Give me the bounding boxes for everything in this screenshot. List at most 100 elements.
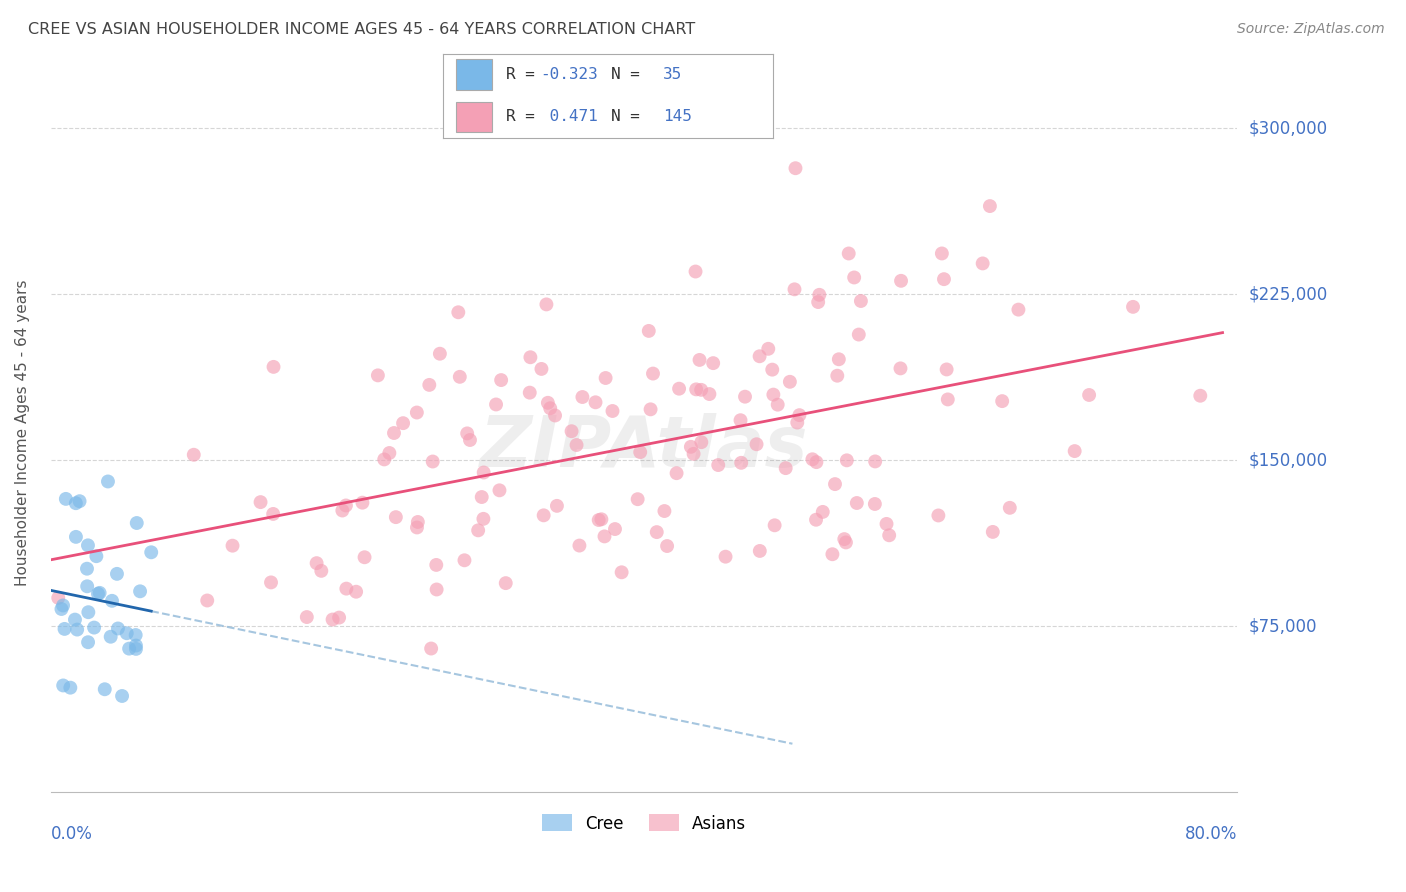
Point [936, 392, 959, 407]
Point [52, 599, 75, 613]
Point [690, 383, 713, 397]
Point [981, 524, 1004, 539]
Point [762, 387, 785, 401]
Point [87, 587, 110, 601]
Point [603, 522, 626, 536]
Legend: Cree, Asians: Cree, Asians [536, 807, 754, 839]
Point [495, 576, 517, 591]
Point [665, 466, 688, 480]
Point [69, 494, 91, 508]
Point [734, 390, 756, 404]
Point [838, 246, 860, 260]
Point [453, 553, 475, 567]
Point [931, 246, 953, 260]
Point [889, 361, 911, 376]
Point [125, 628, 148, 642]
Point [756, 342, 779, 356]
Point [97, 475, 120, 489]
Point [111, 689, 134, 703]
Point [367, 368, 389, 383]
Point [640, 402, 662, 417]
Point [77, 635, 100, 649]
Point [63, 613, 86, 627]
Point [352, 496, 374, 510]
Point [472, 466, 495, 480]
Point [322, 613, 344, 627]
Point [221, 539, 243, 553]
Point [488, 483, 510, 498]
Point [998, 500, 1021, 515]
Point [972, 256, 994, 270]
Point [86, 549, 108, 564]
Point [93, 682, 115, 697]
Point [129, 584, 152, 599]
Text: 80.0%: 80.0% [1185, 825, 1237, 843]
Point [344, 584, 367, 599]
Point [76, 579, 98, 593]
Point [83, 621, 105, 635]
Point [115, 626, 138, 640]
Point [702, 356, 724, 370]
Point [655, 539, 678, 553]
Point [935, 362, 957, 376]
Point [877, 528, 900, 542]
Text: 35: 35 [662, 67, 682, 82]
Point [330, 503, 353, 517]
Point [429, 347, 451, 361]
Point [588, 513, 610, 527]
Point [382, 425, 405, 440]
Text: 0.471: 0.471 [540, 109, 598, 124]
Point [801, 452, 824, 467]
Point [425, 558, 447, 572]
Point [472, 512, 495, 526]
Point [406, 520, 429, 534]
Point [848, 327, 870, 342]
Point [405, 405, 427, 419]
Point [118, 641, 141, 656]
Text: $75,000: $75,000 [1249, 617, 1317, 635]
Point [1078, 388, 1101, 402]
Point [979, 199, 1001, 213]
Point [485, 397, 508, 411]
Point [775, 461, 797, 475]
Point [385, 510, 408, 524]
Point [561, 424, 583, 438]
Point [821, 547, 844, 561]
Point [458, 433, 481, 447]
FancyBboxPatch shape [456, 60, 492, 90]
Point [568, 539, 591, 553]
Y-axis label: Householder Income Ages 45 - 64 years: Householder Income Ages 45 - 64 years [15, 279, 30, 586]
Point [295, 610, 318, 624]
Point [811, 505, 834, 519]
Point [489, 373, 512, 387]
Point [530, 362, 553, 376]
Point [141, 545, 163, 559]
Point [544, 409, 567, 423]
Point [571, 390, 593, 404]
Point [456, 426, 478, 441]
Point [125, 639, 148, 653]
Text: ZIPAtlas: ZIPAtlas [479, 413, 808, 482]
Text: N =: N = [612, 67, 650, 82]
Point [51, 602, 73, 616]
Point [565, 438, 588, 452]
Text: 0.0%: 0.0% [51, 825, 93, 843]
Point [685, 383, 707, 397]
Point [392, 416, 415, 430]
Point [107, 622, 129, 636]
Text: $225,000: $225,000 [1249, 285, 1327, 303]
Point [467, 524, 489, 538]
Point [730, 413, 752, 427]
Point [546, 499, 568, 513]
Point [353, 550, 375, 565]
Point [730, 456, 752, 470]
Text: N =: N = [612, 109, 650, 124]
Point [779, 375, 801, 389]
Point [55, 491, 77, 506]
Point [59, 681, 82, 695]
Point [519, 351, 541, 365]
Point [679, 440, 702, 454]
Point [66, 623, 89, 637]
Point [827, 368, 849, 383]
Point [668, 382, 690, 396]
